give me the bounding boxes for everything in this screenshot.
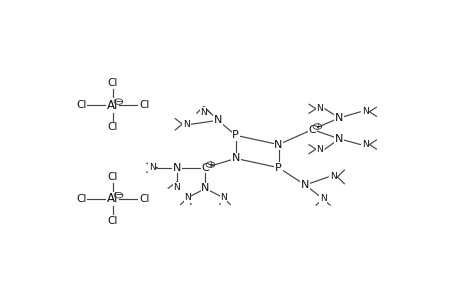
Text: N: N bbox=[231, 153, 240, 164]
Text: Al: Al bbox=[107, 99, 118, 112]
Text: N: N bbox=[213, 115, 222, 125]
Text: N: N bbox=[334, 134, 342, 144]
Text: N: N bbox=[219, 193, 226, 202]
Text: +: + bbox=[207, 160, 213, 169]
Text: P: P bbox=[274, 163, 281, 173]
Text: Cl: Cl bbox=[76, 194, 86, 204]
Text: Cl: Cl bbox=[76, 100, 86, 110]
Text: N: N bbox=[330, 172, 336, 182]
Text: Cl: Cl bbox=[107, 122, 118, 132]
Text: −: − bbox=[115, 97, 122, 106]
Text: N: N bbox=[173, 163, 181, 173]
Text: N: N bbox=[319, 194, 326, 203]
Text: N: N bbox=[274, 140, 282, 150]
Text: N: N bbox=[184, 193, 190, 202]
Text: N: N bbox=[362, 140, 368, 149]
Text: C: C bbox=[308, 124, 316, 135]
Text: N: N bbox=[316, 145, 322, 154]
Text: P: P bbox=[232, 130, 239, 140]
Text: N: N bbox=[301, 180, 309, 190]
Text: C: C bbox=[201, 163, 209, 173]
Text: N: N bbox=[201, 184, 209, 194]
Text: N: N bbox=[362, 107, 368, 116]
Text: +: + bbox=[313, 122, 320, 131]
Text: N: N bbox=[316, 104, 322, 113]
Text: Cl: Cl bbox=[107, 216, 118, 226]
Text: N: N bbox=[173, 183, 180, 192]
Text: N: N bbox=[182, 120, 189, 129]
Text: N: N bbox=[334, 113, 342, 123]
Text: −: − bbox=[115, 190, 122, 200]
Text: Cl: Cl bbox=[107, 78, 118, 88]
Text: N: N bbox=[148, 163, 155, 172]
Text: N: N bbox=[200, 108, 207, 117]
Text: Cl: Cl bbox=[107, 172, 118, 182]
Text: Cl: Cl bbox=[139, 100, 149, 110]
Text: Al: Al bbox=[107, 192, 118, 206]
Text: Cl: Cl bbox=[139, 194, 149, 204]
